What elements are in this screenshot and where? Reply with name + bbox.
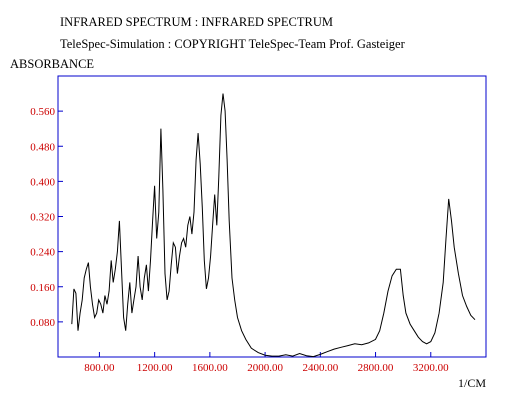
- x-tick-label: 3200.00: [413, 362, 449, 374]
- x-axis: 800.00 1200.00 1600.00 2000.00 2400.00 2800.0…: [84, 352, 449, 374]
- y-axis-label: ABSORBANCE: [10, 57, 95, 71]
- y-tick-label: 0.240: [30, 247, 55, 259]
- y-axis: 0.560 0.480 0.400 0.320 0.240 0.160 0.080: [30, 106, 63, 329]
- x-tick-label: 2800.00: [358, 362, 394, 374]
- x-tick-label: 1600.00: [192, 362, 228, 374]
- x-tick-label: 2000.00: [247, 362, 283, 374]
- y-tick-label: 0.400: [30, 176, 55, 188]
- y-tick-label: 0.560: [30, 106, 55, 118]
- y-tick-label: 0.160: [30, 282, 55, 294]
- x-tick-label: 800.00: [84, 362, 115, 374]
- x-axis-unit-label: 1/CM: [458, 376, 486, 390]
- x-tick-label: 2400.00: [302, 362, 338, 374]
- y-tick-label: 0.080: [30, 317, 55, 329]
- y-tick-label: 0.320: [30, 212, 55, 224]
- plot-frame: [57, 75, 487, 358]
- y-tick-label: 0.480: [30, 141, 55, 153]
- chart-title: INFRARED SPECTRUM : INFRARED SPECTRUM: [60, 15, 333, 29]
- x-tick-label: 1200.00: [137, 362, 173, 374]
- chart-subtitle: TeleSpec-Simulation : COPYRIGHT TeleSpec…: [60, 37, 405, 51]
- spectrum-line: [71, 93, 476, 358]
